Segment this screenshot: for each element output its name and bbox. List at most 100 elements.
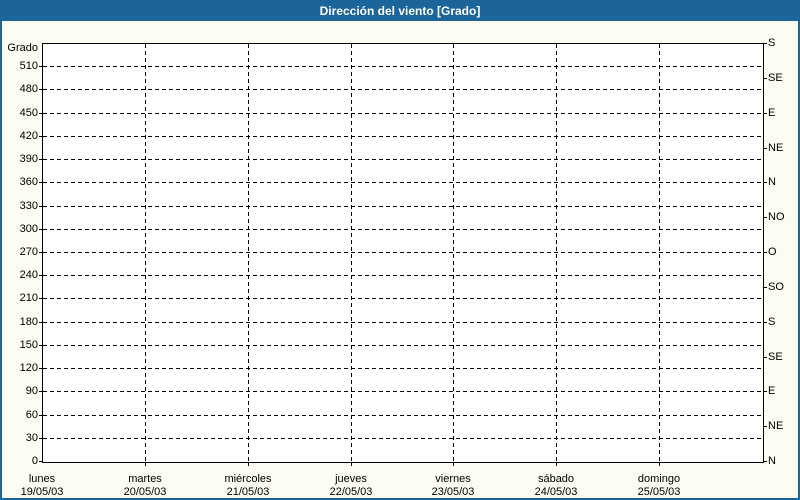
y-axis-tick-label: 210	[19, 292, 38, 304]
y-gridline	[43, 368, 763, 369]
y-axis-tick-label: 420	[19, 130, 38, 142]
right-axis-tick	[764, 217, 767, 218]
right-axis-tick	[764, 357, 767, 358]
right-axis-tick	[764, 182, 767, 183]
y-axis-tick-label: 510	[19, 60, 38, 72]
compass-tick-label: S	[768, 37, 776, 49]
y-axis-tick-label: 270	[19, 246, 38, 258]
y-axis-tick-label: 450	[19, 107, 38, 119]
day-label: jueves	[335, 473, 367, 485]
chart-title: Dirección del viento [Grado]	[319, 4, 481, 18]
right-axis-tick	[764, 113, 767, 114]
date-label: 22/05/03	[329, 486, 373, 498]
y-axis-tick	[39, 136, 42, 137]
y-gridline	[43, 322, 763, 323]
x-axis-tick	[453, 463, 454, 466]
y-axis-tick	[39, 415, 42, 416]
y-axis-tick	[39, 89, 42, 90]
compass-tick-label: E	[768, 107, 776, 119]
y-gridline	[43, 113, 763, 114]
right-axis-tick	[764, 287, 767, 288]
y-gridline	[43, 252, 763, 253]
y-gridline	[43, 438, 763, 439]
y-axis-tick-label: 300	[19, 223, 38, 235]
day-label: domingo	[637, 473, 681, 485]
y-axis-tick	[39, 182, 42, 183]
day-label: miércoles	[224, 473, 272, 485]
y-axis-tick	[39, 438, 42, 439]
date-label: 19/05/03	[20, 486, 64, 498]
right-axis-tick	[764, 391, 767, 392]
right-axis-tick	[764, 148, 767, 149]
x-axis-tick	[659, 463, 660, 466]
y-gridline	[43, 415, 763, 416]
y-axis-tick	[39, 275, 42, 276]
y-axis-tick-label: 360	[19, 176, 38, 188]
day-label: martes	[128, 473, 162, 485]
y-axis-tick	[39, 345, 42, 346]
compass-tick-label: N	[768, 455, 776, 467]
y-axis-tick-label: 390	[19, 153, 38, 165]
compass-tick-label: SE	[768, 351, 783, 363]
x-gridline	[659, 44, 660, 462]
compass-tick-label: E	[768, 385, 776, 397]
compass-tick-label: NE	[768, 420, 784, 432]
right-axis-tick	[764, 78, 767, 79]
y-axis-tick	[39, 206, 42, 207]
y-axis-tick-label: 30	[25, 432, 38, 444]
y-gridline	[43, 206, 763, 207]
y-axis-tick-label: 150	[19, 339, 38, 351]
y-axis-tick-label: 240	[19, 269, 38, 281]
y-axis-tick	[39, 252, 42, 253]
y-axis-tick-label: 330	[19, 200, 38, 212]
y-axis-tick-label: 120	[19, 362, 38, 374]
x-gridline	[248, 44, 249, 462]
compass-tick-label: SE	[768, 72, 783, 84]
right-axis-tick	[764, 461, 767, 462]
y-axis-tick	[39, 113, 42, 114]
y-gridline	[43, 298, 763, 299]
x-gridline	[145, 44, 146, 462]
day-label: sábado	[537, 473, 575, 485]
y-axis-tick-label: 180	[19, 316, 38, 328]
y-axis-tick	[39, 368, 42, 369]
y-axis-tick	[39, 229, 42, 230]
y-gridline	[43, 182, 763, 183]
y-gridline	[43, 229, 763, 230]
x-axis-tick	[556, 463, 557, 466]
y-gridline	[43, 391, 763, 392]
y-axis-tick	[39, 322, 42, 323]
y-axis-tick-label: 60	[25, 409, 38, 421]
x-axis-tick	[145, 463, 146, 466]
y-gridline	[43, 136, 763, 137]
compass-tick-label: NE	[768, 142, 784, 154]
date-label: 23/05/03	[431, 486, 475, 498]
compass-tick-label: SO	[768, 281, 784, 293]
day-label: lunes	[28, 473, 56, 485]
y-gridline	[43, 66, 763, 67]
y-gridline	[43, 89, 763, 90]
y-axis-tick-label: 480	[19, 83, 38, 95]
date-label: 20/05/03	[123, 486, 167, 498]
x-gridline	[453, 44, 454, 462]
right-axis-tick	[764, 322, 767, 323]
compass-tick-label: NO	[768, 211, 785, 223]
y-axis-tick	[39, 298, 42, 299]
x-axis-tick	[351, 463, 352, 466]
compass-tick-label: S	[768, 316, 776, 328]
chart-title-bar: Dirección del viento [Grado]	[2, 2, 798, 21]
date-label: 21/05/03	[226, 486, 270, 498]
y-axis-tick-label: 90	[25, 385, 38, 397]
right-axis-tick	[764, 252, 767, 253]
y-gridline	[43, 345, 763, 346]
x-gridline	[351, 44, 352, 462]
y-axis-tick-label: 0	[31, 455, 38, 467]
x-gridline	[556, 44, 557, 462]
compass-tick-label: O	[768, 246, 777, 258]
y-axis-tick	[39, 66, 42, 67]
date-label: 24/05/03	[534, 486, 578, 498]
y-axis-tick	[39, 391, 42, 392]
x-axis-tick	[248, 463, 249, 466]
right-axis-tick	[764, 426, 767, 427]
